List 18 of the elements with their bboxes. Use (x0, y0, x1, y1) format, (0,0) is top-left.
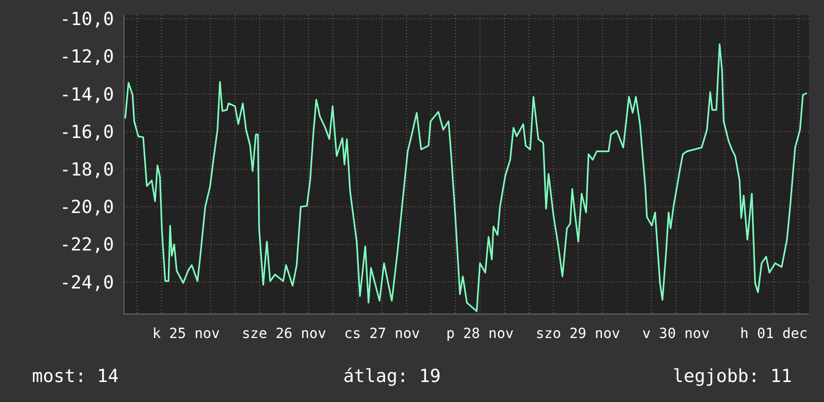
y-tick-label: -22,0 (60, 234, 114, 256)
x-tick-label: v 30 nov (642, 326, 710, 342)
x-tick-label: cs 27 nov (344, 326, 420, 342)
x-tick-label: szo 29 nov (536, 326, 620, 342)
x-tick-label: k 25 nov (152, 326, 220, 342)
text: legjobb: 11 (672, 366, 792, 387)
y-tick-label: -12,0 (60, 46, 114, 68)
y-tick-label: -14,0 (60, 84, 114, 106)
x-tick-label: p 28 nov (446, 326, 514, 342)
y-tick-label: -20,0 (60, 197, 114, 218)
text: átlag: 19 (343, 366, 441, 387)
y-tick-label: -18,0 (60, 160, 114, 180)
x-tick-label: sze 26 nov (242, 326, 326, 342)
y-tick-label: -16,0 (60, 122, 114, 143)
y-tick-label: -10,0 (60, 9, 114, 30)
x-tick-label: h 01 dec (740, 326, 808, 342)
y-tick-label: -24,0 (60, 272, 114, 294)
text: most: 14 (32, 366, 119, 387)
